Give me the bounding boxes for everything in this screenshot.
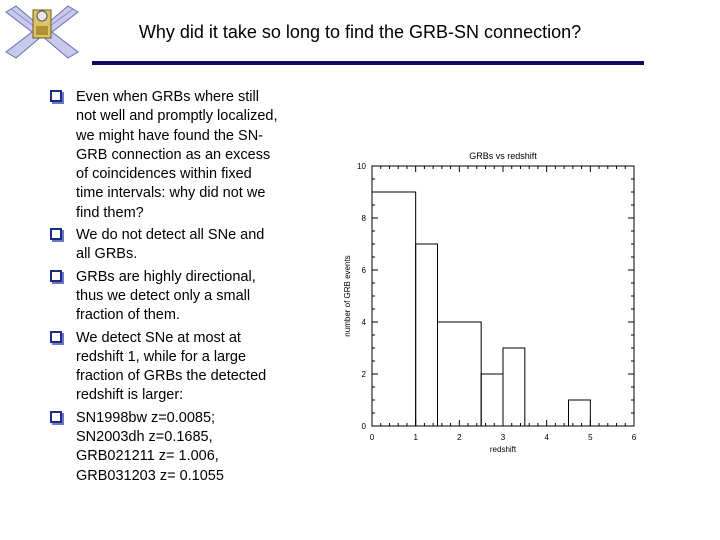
histogram-bar bbox=[568, 399, 591, 427]
y-tick-label: 4 bbox=[362, 318, 367, 327]
grb-redshift-chart: 0 1 2 3 4 5 6 0 2 4 6 8 10 GRBs vs redshift redshift nu… bbox=[338, 140, 650, 465]
bullet-text-line: GRB031203 z= 0.1055 bbox=[76, 467, 224, 484]
y-tick-label: 10 bbox=[357, 162, 366, 171]
y-tick-label: 2 bbox=[362, 370, 367, 379]
histogram-bar bbox=[415, 243, 438, 427]
bullet-item: GRBs are highly directional, thus we dete… bbox=[50, 268, 312, 326]
histogram-bar bbox=[437, 321, 482, 427]
bullet-text-line: We detect SNe at most at bbox=[76, 329, 241, 346]
satellite-icon bbox=[5, 5, 79, 59]
x-tick-label: 3 bbox=[501, 433, 506, 442]
bullet-text-line: of coincidences within fixed bbox=[76, 166, 252, 183]
x-tick-label: 6 bbox=[632, 433, 637, 442]
bullet-item: We detect SNe at most at redshift 1, whil… bbox=[50, 329, 312, 406]
checkbox-bullet-icon bbox=[50, 330, 62, 343]
histogram-bar bbox=[502, 347, 526, 427]
checkbox-bullet-icon bbox=[50, 228, 62, 241]
bullet-text-line: time intervals: why did not we bbox=[76, 185, 266, 202]
histogram-bar bbox=[480, 373, 504, 427]
bullet-item: Even when GRBs where still not well and p… bbox=[50, 88, 312, 223]
bullet-text-line: GRB021211 z= 1.006, bbox=[76, 448, 219, 465]
y-tick-label: 8 bbox=[362, 214, 367, 223]
y-tick-label: 6 bbox=[362, 266, 367, 275]
checkbox-bullet-icon bbox=[50, 410, 62, 423]
bullet-text-line: not well and promptly localized, bbox=[76, 108, 278, 125]
bullet-item: We do not detect all SNe and all GRBs. bbox=[50, 226, 312, 265]
title-divider bbox=[92, 61, 644, 65]
checkbox-bullet-icon bbox=[50, 269, 62, 282]
bullet-text-line: find them? bbox=[76, 204, 144, 221]
bullet-text-line: SN1998bw z=0.0085; bbox=[76, 409, 216, 426]
chart-svg: 0 1 2 3 4 5 6 0 2 4 6 8 10 GRBs vs redshift redshift nu… bbox=[343, 151, 637, 454]
chart-title: GRBs vs redshift bbox=[469, 151, 537, 161]
bullet-text-line: we might have found the SN- bbox=[76, 127, 263, 144]
bullet-text-line: fraction of GRBs the detected bbox=[76, 368, 267, 385]
x-tick-label: 2 bbox=[457, 433, 462, 442]
checkbox-bullet-icon bbox=[50, 90, 62, 102]
bullet-text-line: GRBs are highly directional, bbox=[76, 268, 256, 285]
x-tick-label: 5 bbox=[588, 433, 593, 442]
x-axis-label: redshift bbox=[490, 445, 517, 454]
x-tick-label: 1 bbox=[413, 433, 418, 442]
bullet-text-line: Even when GRBs where still bbox=[76, 89, 259, 105]
bullet-text-line: SN2003dh z=0.1685, bbox=[76, 429, 213, 446]
bullet-item: SN1998bw z=0.0085; SN2003dh z=0.1685, GRB0… bbox=[50, 409, 312, 486]
bullet-text-line: fraction of them. bbox=[76, 307, 180, 324]
bullet-text-line: GRB connection as an excess bbox=[76, 146, 271, 163]
x-tick-label: 4 bbox=[544, 433, 549, 442]
bullet-text-line: thus we detect only a small bbox=[76, 287, 251, 304]
bullet-text-line: redshift is larger: bbox=[76, 387, 184, 404]
bullet-text-line: all GRBs. bbox=[76, 246, 138, 263]
bullet-list: Even when GRBs where still not well and p… bbox=[50, 88, 312, 489]
bullet-text-line: redshift 1, while for a large bbox=[76, 348, 247, 365]
bullet-text-line: We do not detect all SNe and bbox=[76, 227, 265, 244]
satellite-logo bbox=[2, 2, 80, 62]
slide-title: Why did it take so long to find the GRB-… bbox=[138, 22, 582, 42]
x-tick-label: 0 bbox=[370, 433, 375, 442]
y-tick-label: 0 bbox=[362, 422, 367, 431]
histogram-bar bbox=[371, 191, 417, 427]
y-axis-label: number of GRB events bbox=[343, 255, 352, 336]
